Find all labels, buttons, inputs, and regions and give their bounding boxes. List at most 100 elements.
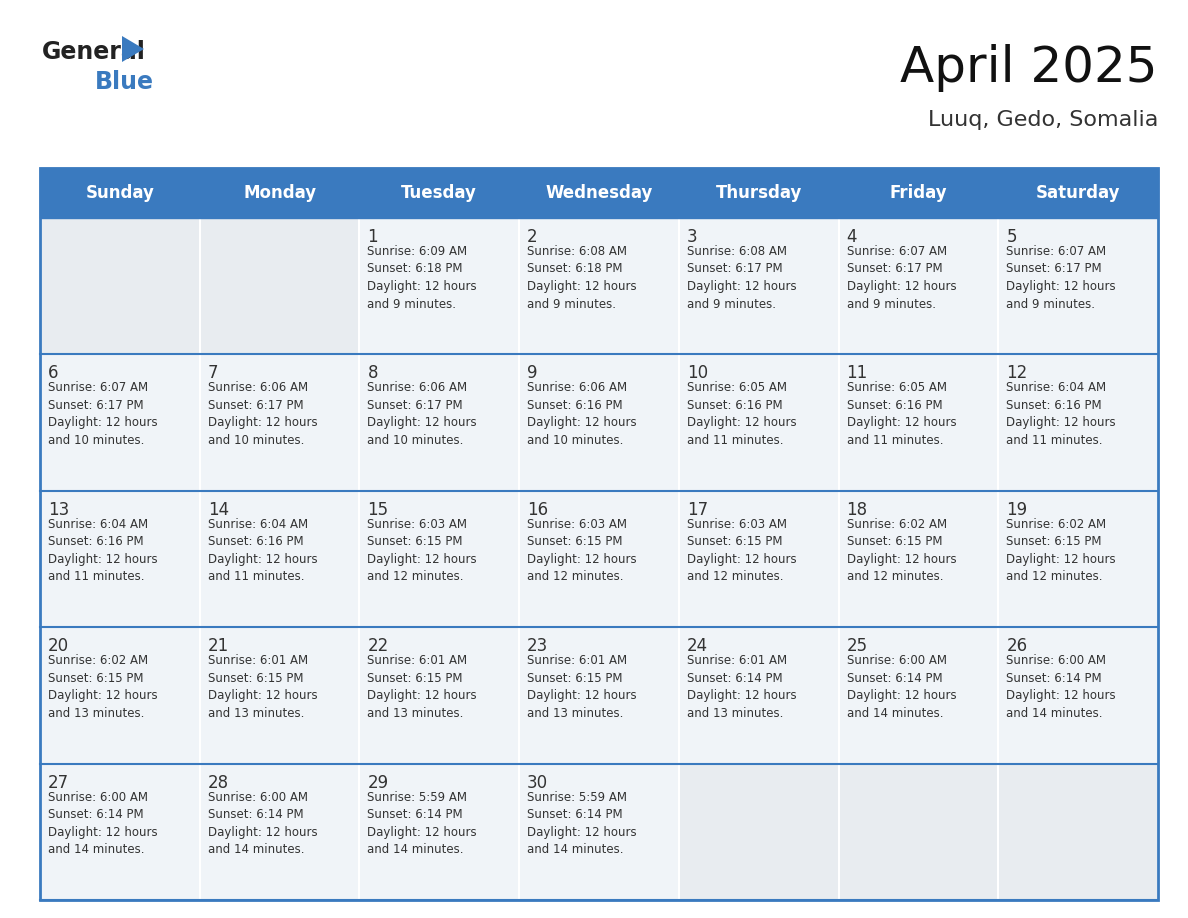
Text: 17: 17 — [687, 501, 708, 519]
Bar — [200, 218, 360, 354]
Text: Sunrise: 6:00 AM
Sunset: 6:14 PM
Daylight: 12 hours
and 14 minutes.: Sunrise: 6:00 AM Sunset: 6:14 PM Dayligh… — [847, 655, 956, 720]
Bar — [678, 627, 839, 764]
Bar — [360, 491, 519, 627]
Bar — [678, 218, 839, 354]
Text: 27: 27 — [48, 774, 69, 791]
Text: Sunrise: 6:09 AM
Sunset: 6:18 PM
Daylight: 12 hours
and 9 minutes.: Sunrise: 6:09 AM Sunset: 6:18 PM Dayligh… — [367, 245, 478, 310]
Bar — [200, 354, 360, 491]
Text: 13: 13 — [48, 501, 69, 519]
Polygon shape — [122, 36, 144, 62]
Text: Sunrise: 6:00 AM
Sunset: 6:14 PM
Daylight: 12 hours
and 14 minutes.: Sunrise: 6:00 AM Sunset: 6:14 PM Dayligh… — [208, 790, 317, 856]
Bar — [998, 218, 1158, 354]
Bar — [40, 491, 200, 627]
Text: 12: 12 — [1006, 364, 1028, 383]
Bar — [519, 491, 678, 627]
Bar — [678, 764, 839, 900]
Text: 1: 1 — [367, 228, 378, 246]
Text: Sunrise: 6:02 AM
Sunset: 6:15 PM
Daylight: 12 hours
and 12 minutes.: Sunrise: 6:02 AM Sunset: 6:15 PM Dayligh… — [1006, 518, 1116, 583]
Text: General: General — [42, 40, 146, 64]
Text: 3: 3 — [687, 228, 697, 246]
Text: Sunrise: 6:07 AM
Sunset: 6:17 PM
Daylight: 12 hours
and 9 minutes.: Sunrise: 6:07 AM Sunset: 6:17 PM Dayligh… — [1006, 245, 1116, 310]
Text: 23: 23 — [527, 637, 549, 655]
Bar — [360, 354, 519, 491]
Text: 9: 9 — [527, 364, 538, 383]
Text: Sunrise: 6:04 AM
Sunset: 6:16 PM
Daylight: 12 hours
and 11 minutes.: Sunrise: 6:04 AM Sunset: 6:16 PM Dayligh… — [48, 518, 158, 583]
Text: Sunrise: 6:08 AM
Sunset: 6:17 PM
Daylight: 12 hours
and 9 minutes.: Sunrise: 6:08 AM Sunset: 6:17 PM Dayligh… — [687, 245, 796, 310]
Bar — [360, 627, 519, 764]
Text: Sunday: Sunday — [86, 184, 154, 202]
Text: 29: 29 — [367, 774, 388, 791]
Text: 15: 15 — [367, 501, 388, 519]
Bar — [839, 627, 998, 764]
Text: 8: 8 — [367, 364, 378, 383]
Text: 6: 6 — [48, 364, 58, 383]
Text: 21: 21 — [208, 637, 229, 655]
Bar — [360, 764, 519, 900]
Bar — [519, 627, 678, 764]
Text: Sunrise: 6:06 AM
Sunset: 6:16 PM
Daylight: 12 hours
and 10 minutes.: Sunrise: 6:06 AM Sunset: 6:16 PM Dayligh… — [527, 381, 637, 447]
Text: 14: 14 — [208, 501, 229, 519]
Text: 19: 19 — [1006, 501, 1028, 519]
Text: 5: 5 — [1006, 228, 1017, 246]
Bar — [40, 218, 200, 354]
Bar — [678, 354, 839, 491]
Text: Sunrise: 6:01 AM
Sunset: 6:15 PM
Daylight: 12 hours
and 13 minutes.: Sunrise: 6:01 AM Sunset: 6:15 PM Dayligh… — [367, 655, 478, 720]
Text: 20: 20 — [48, 637, 69, 655]
Text: Sunrise: 6:05 AM
Sunset: 6:16 PM
Daylight: 12 hours
and 11 minutes.: Sunrise: 6:05 AM Sunset: 6:16 PM Dayligh… — [687, 381, 796, 447]
Bar — [998, 354, 1158, 491]
Bar — [40, 627, 200, 764]
Text: Sunrise: 6:02 AM
Sunset: 6:15 PM
Daylight: 12 hours
and 12 minutes.: Sunrise: 6:02 AM Sunset: 6:15 PM Dayligh… — [847, 518, 956, 583]
Text: April 2025: April 2025 — [901, 44, 1158, 92]
Bar — [200, 627, 360, 764]
Bar — [998, 627, 1158, 764]
Text: Sunrise: 6:00 AM
Sunset: 6:14 PM
Daylight: 12 hours
and 14 minutes.: Sunrise: 6:00 AM Sunset: 6:14 PM Dayligh… — [1006, 655, 1116, 720]
Bar — [360, 218, 519, 354]
Text: 7: 7 — [208, 364, 219, 383]
Text: Sunrise: 6:05 AM
Sunset: 6:16 PM
Daylight: 12 hours
and 11 minutes.: Sunrise: 6:05 AM Sunset: 6:16 PM Dayligh… — [847, 381, 956, 447]
Text: Sunrise: 6:08 AM
Sunset: 6:18 PM
Daylight: 12 hours
and 9 minutes.: Sunrise: 6:08 AM Sunset: 6:18 PM Dayligh… — [527, 245, 637, 310]
Bar — [839, 764, 998, 900]
Bar — [200, 764, 360, 900]
Text: 25: 25 — [847, 637, 867, 655]
Text: Sunrise: 6:04 AM
Sunset: 6:16 PM
Daylight: 12 hours
and 11 minutes.: Sunrise: 6:04 AM Sunset: 6:16 PM Dayligh… — [208, 518, 317, 583]
Text: Tuesday: Tuesday — [402, 184, 478, 202]
Bar — [200, 491, 360, 627]
Text: Sunrise: 6:03 AM
Sunset: 6:15 PM
Daylight: 12 hours
and 12 minutes.: Sunrise: 6:03 AM Sunset: 6:15 PM Dayligh… — [687, 518, 796, 583]
Bar — [519, 764, 678, 900]
Text: Sunrise: 6:07 AM
Sunset: 6:17 PM
Daylight: 12 hours
and 10 minutes.: Sunrise: 6:07 AM Sunset: 6:17 PM Dayligh… — [48, 381, 158, 447]
Bar — [40, 354, 200, 491]
Text: Sunrise: 5:59 AM
Sunset: 6:14 PM
Daylight: 12 hours
and 14 minutes.: Sunrise: 5:59 AM Sunset: 6:14 PM Dayligh… — [367, 790, 478, 856]
Text: Sunrise: 6:00 AM
Sunset: 6:14 PM
Daylight: 12 hours
and 14 minutes.: Sunrise: 6:00 AM Sunset: 6:14 PM Dayligh… — [48, 790, 158, 856]
Text: 2: 2 — [527, 228, 538, 246]
Text: 28: 28 — [208, 774, 229, 791]
Text: Sunrise: 6:06 AM
Sunset: 6:17 PM
Daylight: 12 hours
and 10 minutes.: Sunrise: 6:06 AM Sunset: 6:17 PM Dayligh… — [208, 381, 317, 447]
Bar — [40, 168, 1158, 218]
Bar — [519, 354, 678, 491]
Text: Monday: Monday — [244, 184, 316, 202]
Text: Thursday: Thursday — [715, 184, 802, 202]
Text: 30: 30 — [527, 774, 549, 791]
Text: 18: 18 — [847, 501, 867, 519]
Bar — [678, 491, 839, 627]
Text: 10: 10 — [687, 364, 708, 383]
Text: Saturday: Saturday — [1036, 184, 1120, 202]
Text: Sunrise: 6:06 AM
Sunset: 6:17 PM
Daylight: 12 hours
and 10 minutes.: Sunrise: 6:06 AM Sunset: 6:17 PM Dayligh… — [367, 381, 478, 447]
Bar — [40, 764, 200, 900]
Text: Friday: Friday — [890, 184, 947, 202]
Text: Sunrise: 6:03 AM
Sunset: 6:15 PM
Daylight: 12 hours
and 12 minutes.: Sunrise: 6:03 AM Sunset: 6:15 PM Dayligh… — [367, 518, 478, 583]
Text: Sunrise: 6:02 AM
Sunset: 6:15 PM
Daylight: 12 hours
and 13 minutes.: Sunrise: 6:02 AM Sunset: 6:15 PM Dayligh… — [48, 655, 158, 720]
Text: 22: 22 — [367, 637, 388, 655]
Text: Sunrise: 6:01 AM
Sunset: 6:15 PM
Daylight: 12 hours
and 13 minutes.: Sunrise: 6:01 AM Sunset: 6:15 PM Dayligh… — [527, 655, 637, 720]
Bar — [839, 218, 998, 354]
Bar — [839, 491, 998, 627]
Text: 16: 16 — [527, 501, 549, 519]
Text: 4: 4 — [847, 228, 857, 246]
Bar — [839, 354, 998, 491]
Text: Luuq, Gedo, Somalia: Luuq, Gedo, Somalia — [928, 110, 1158, 130]
Text: Sunrise: 6:07 AM
Sunset: 6:17 PM
Daylight: 12 hours
and 9 minutes.: Sunrise: 6:07 AM Sunset: 6:17 PM Dayligh… — [847, 245, 956, 310]
Text: Sunrise: 6:04 AM
Sunset: 6:16 PM
Daylight: 12 hours
and 11 minutes.: Sunrise: 6:04 AM Sunset: 6:16 PM Dayligh… — [1006, 381, 1116, 447]
Text: 24: 24 — [687, 637, 708, 655]
Bar — [519, 218, 678, 354]
Text: Wednesday: Wednesday — [545, 184, 652, 202]
Bar — [998, 764, 1158, 900]
